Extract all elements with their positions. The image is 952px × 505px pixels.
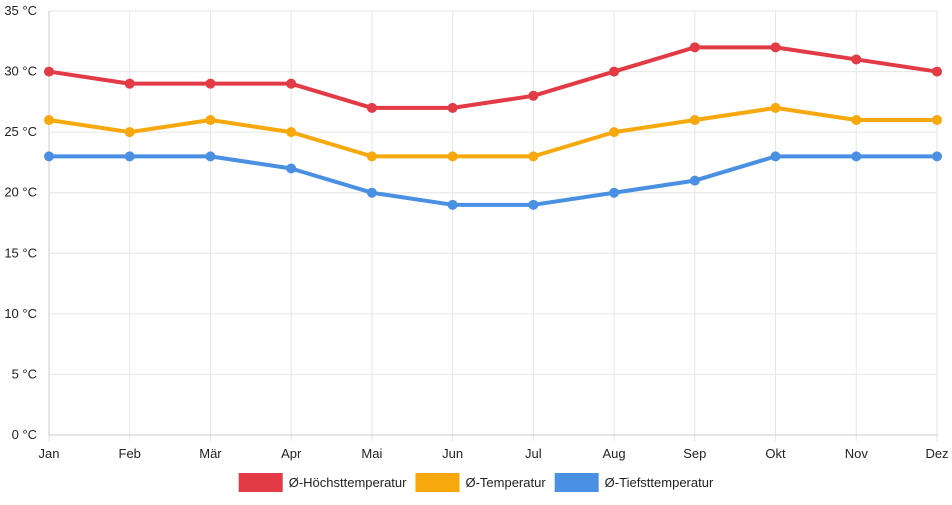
- data-point[interactable]: [851, 151, 862, 162]
- grid-layer: [48, 10, 938, 441]
- x-tick-label: Aug: [603, 446, 626, 461]
- y-tick-label: 20 °C: [4, 185, 37, 200]
- data-point[interactable]: [689, 42, 700, 53]
- legend-item[interactable]: Ø-Tiefsttemperatur: [554, 473, 714, 492]
- y-tick-label: 15 °C: [4, 245, 37, 260]
- y-tick-label: 0 °C: [12, 427, 37, 442]
- series-3: [44, 151, 942, 210]
- data-point[interactable]: [124, 78, 135, 89]
- data-point[interactable]: [770, 151, 781, 162]
- series-1: [44, 42, 942, 113]
- data-point[interactable]: [447, 199, 458, 210]
- x-tick-label: Jan: [39, 446, 60, 461]
- series-layer: [44, 42, 942, 210]
- data-point[interactable]: [205, 151, 216, 162]
- y-tick-label: 5 °C: [12, 366, 37, 381]
- data-point[interactable]: [689, 115, 700, 126]
- data-point[interactable]: [447, 151, 458, 162]
- data-point[interactable]: [366, 187, 377, 198]
- data-point[interactable]: [851, 115, 862, 126]
- x-tick-label: Mai: [361, 446, 382, 461]
- series-line: [47, 45, 939, 110]
- data-point[interactable]: [44, 151, 54, 162]
- x-tick-label: Mär: [199, 446, 222, 461]
- x-tick-label: Apr: [281, 446, 302, 461]
- series-2: [44, 102, 942, 162]
- data-point[interactable]: [609, 187, 620, 198]
- data-point[interactable]: [205, 115, 216, 126]
- data-point[interactable]: [366, 151, 377, 162]
- data-point[interactable]: [932, 151, 942, 162]
- data-point[interactable]: [205, 78, 216, 89]
- x-tick-label: Nov: [845, 446, 869, 461]
- data-point[interactable]: [366, 102, 377, 113]
- data-point[interactable]: [770, 42, 781, 53]
- legend-label: Ø-Tiefsttemperatur: [605, 475, 714, 490]
- series-line: [47, 105, 939, 159]
- data-point[interactable]: [609, 127, 620, 138]
- data-point[interactable]: [124, 127, 135, 138]
- data-point[interactable]: [851, 54, 862, 65]
- data-point[interactable]: [124, 151, 135, 162]
- y-tick-label: 10 °C: [4, 306, 37, 321]
- y-tick-label: 35 °C: [4, 3, 37, 18]
- data-point[interactable]: [609, 66, 620, 77]
- legend-item[interactable]: Ø-Temperatur: [415, 473, 546, 492]
- legend-item[interactable]: Ø-Höchsttemperatur: [238, 473, 407, 492]
- y-tick-label: 25 °C: [4, 124, 37, 139]
- series-line: [47, 154, 939, 207]
- data-point[interactable]: [286, 78, 297, 89]
- axis-layer: 0 °C 5 °C 10 °C 15 °C 20 °C 25 °C 30 °C 35 °C Ja…: [4, 3, 948, 461]
- data-point[interactable]: [528, 199, 539, 210]
- data-point[interactable]: [689, 175, 700, 186]
- data-point[interactable]: [286, 163, 297, 174]
- legend-label: Ø-Höchsttemperatur: [289, 475, 407, 490]
- y-tick-label: 30 °C: [4, 64, 37, 79]
- legend[interactable]: Ø-Höchsttemperatur Ø-Temperatur Ø-Tiefstte…: [238, 473, 714, 492]
- x-tick-label: Feb: [119, 446, 141, 461]
- data-point[interactable]: [528, 151, 539, 162]
- x-tick-label: Jul: [525, 446, 542, 461]
- legend-swatch: [238, 473, 283, 492]
- data-point[interactable]: [44, 66, 54, 77]
- legend-label: Ø-Temperatur: [465, 475, 546, 490]
- data-point[interactable]: [447, 102, 458, 113]
- legend-swatch: [415, 473, 460, 492]
- data-point[interactable]: [286, 127, 297, 138]
- data-point[interactable]: [932, 66, 942, 77]
- x-tick-label: Dez: [925, 446, 948, 461]
- data-point[interactable]: [770, 102, 781, 113]
- legend-swatch: [554, 473, 599, 492]
- x-tick-label: Okt: [765, 446, 786, 461]
- data-point[interactable]: [44, 115, 54, 126]
- x-tick-label: Jun: [442, 446, 463, 461]
- x-tick-label: Sep: [683, 446, 706, 461]
- data-point[interactable]: [932, 115, 942, 126]
- data-point[interactable]: [528, 90, 539, 101]
